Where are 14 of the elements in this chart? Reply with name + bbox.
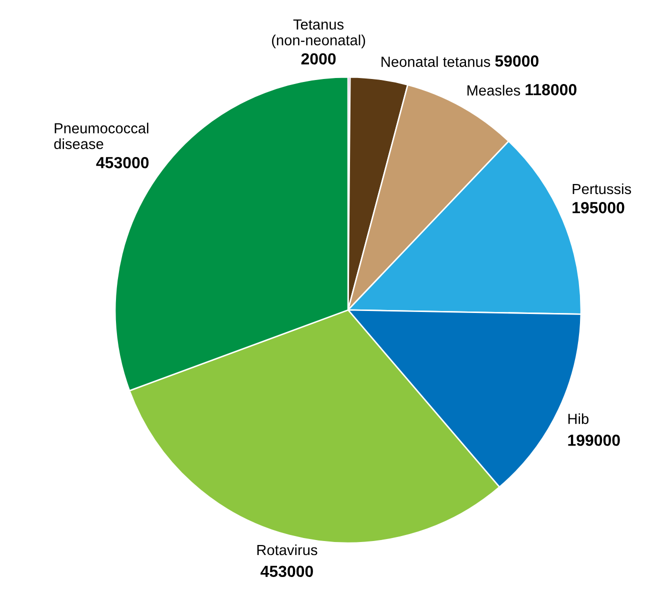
data-label: 2000 (301, 53, 336, 65)
data-label: 199000 (568, 434, 620, 446)
slice-label: Hib (568, 413, 588, 424)
data-label: 118000 (526, 84, 576, 96)
slice-label: Tetanus (non-neonatal) (272, 19, 366, 48)
slice-label: Pertussis (572, 183, 632, 194)
data-label: 453000 (96, 156, 149, 168)
slice-label: Measles (468, 84, 520, 96)
slice-label: Pneumococcal disease (54, 122, 148, 150)
data-label: 195000 (572, 202, 624, 214)
slice-label: Neonatal tetanus (382, 56, 490, 67)
data-label: 453000 (260, 566, 313, 578)
slice-label: Rotavirus (257, 544, 318, 556)
data-label: 59000 (495, 55, 538, 67)
